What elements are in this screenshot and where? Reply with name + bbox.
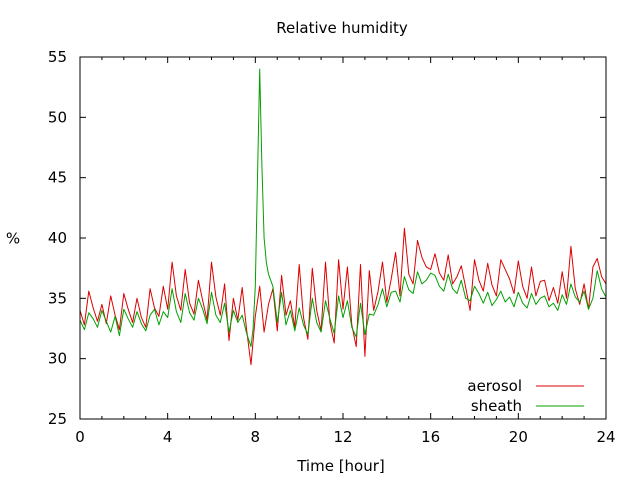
- x-tick-label: 24: [596, 428, 615, 446]
- x-axis-label: Time [hour]: [296, 457, 385, 475]
- series-line-aerosol: [79, 227, 607, 366]
- legend: aerosol sheath: [467, 377, 584, 415]
- y-tick-label: 50: [48, 108, 67, 126]
- x-tick-label: 4: [163, 428, 173, 446]
- y-tick-label: 40: [48, 229, 67, 247]
- y-tick-label: 45: [48, 169, 67, 187]
- y-tick-label: 55: [48, 48, 67, 66]
- series-lines: [79, 68, 607, 366]
- legend-label-aerosol: aerosol: [467, 377, 522, 395]
- x-tick-label: 0: [75, 428, 85, 446]
- plot-frame: [79, 56, 607, 420]
- y-axis-label: %: [6, 230, 20, 248]
- axis-tick-labels: 0 4 8 12 16 20 24 25 30 35 40 45 50 55: [48, 48, 616, 446]
- x-tick-label: 20: [509, 428, 528, 446]
- x-tick-label: 8: [251, 428, 261, 446]
- x-tick-label: 12: [333, 428, 352, 446]
- y-tick-label: 25: [48, 410, 67, 428]
- x-tick-label: 16: [421, 428, 440, 446]
- chart-title: Relative humidity: [276, 19, 408, 37]
- series-line-sheath: [79, 68, 607, 348]
- y-tick-label: 35: [48, 289, 67, 307]
- y-tick-label: 30: [48, 350, 67, 368]
- legend-label-sheath: sheath: [471, 397, 522, 415]
